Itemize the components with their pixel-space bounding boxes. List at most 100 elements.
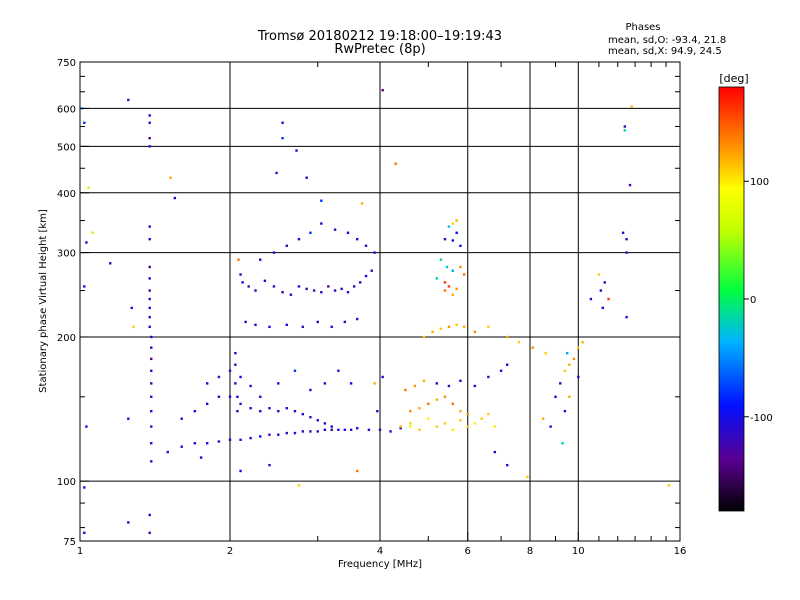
data-point	[625, 315, 628, 319]
data-point	[343, 428, 347, 432]
data-point	[85, 241, 88, 244]
data-point	[346, 231, 350, 234]
data-point	[236, 409, 239, 413]
data-point	[572, 357, 576, 361]
data-point	[249, 436, 252, 440]
data-point	[293, 431, 297, 435]
data-point	[480, 417, 483, 420]
data-point	[148, 306, 151, 310]
data-point	[376, 409, 379, 413]
data-point	[439, 258, 443, 261]
data-point	[281, 121, 284, 124]
data-point	[427, 417, 430, 420]
data-point	[487, 325, 490, 329]
data-point	[418, 428, 421, 432]
data-point	[427, 402, 430, 406]
data-point	[343, 320, 347, 324]
data-point	[435, 382, 438, 385]
data-point	[561, 442, 564, 445]
data-point	[499, 369, 503, 372]
chart-title: Tromsø 20180212 19:18:00–19:19:43	[257, 29, 502, 44]
data-point	[447, 325, 451, 329]
data-point	[394, 162, 397, 165]
x-tick-label: 4	[377, 546, 383, 557]
data-point	[431, 330, 434, 334]
data-point	[91, 231, 94, 234]
data-point	[473, 330, 477, 334]
data-point	[493, 450, 497, 454]
data-point	[289, 293, 293, 296]
data-point	[305, 287, 308, 291]
data-point	[455, 219, 458, 222]
data-point	[330, 425, 333, 428]
data-point	[577, 375, 580, 379]
data-point	[249, 407, 252, 410]
data-point	[249, 384, 252, 388]
colorbar-label: [deg]	[719, 72, 748, 85]
data-point	[565, 351, 569, 355]
data-point	[459, 409, 462, 413]
data-point	[451, 402, 455, 406]
data-point	[259, 435, 262, 438]
data-point	[263, 279, 267, 282]
data-point	[247, 285, 250, 288]
data-point	[628, 183, 632, 187]
data-point	[301, 412, 305, 416]
data-point	[451, 222, 455, 225]
y-tick-label: 400	[57, 189, 76, 200]
data-point	[360, 202, 364, 205]
colorbar	[718, 86, 745, 512]
data-point	[150, 335, 153, 339]
data-point	[355, 426, 359, 430]
data-point	[316, 419, 319, 422]
data-point	[451, 293, 455, 296]
data-point	[505, 335, 509, 339]
data-point	[277, 409, 280, 413]
data-point	[83, 531, 86, 535]
y-tick-label: 100	[57, 477, 76, 488]
data-point	[205, 382, 209, 385]
data-point	[316, 320, 319, 324]
data-point	[601, 306, 605, 310]
data-point	[87, 186, 90, 189]
data-point	[355, 469, 359, 473]
data-point	[127, 417, 130, 420]
data-point	[297, 484, 301, 487]
data-point	[239, 375, 242, 379]
data-point	[217, 375, 221, 379]
data-point	[389, 430, 392, 433]
axis-ticks: 1 2 4 6 8 10 16 75 100 200 300 400 500 600 750	[57, 58, 686, 557]
data-point	[435, 277, 438, 280]
data-point	[404, 388, 407, 392]
stats-line-x: mean, sd,X: 94.9, 24.5	[608, 46, 722, 57]
colorbar-ticks: 100 0 -100	[744, 177, 773, 424]
data-point	[173, 196, 177, 200]
data-point	[297, 237, 301, 241]
data-point	[459, 265, 462, 269]
data-point	[301, 325, 305, 329]
data-point	[130, 306, 133, 310]
data-point	[228, 395, 232, 399]
data-point	[623, 125, 627, 128]
data-point	[473, 422, 477, 425]
data-point	[268, 407, 271, 410]
data-point	[234, 382, 237, 385]
data-point	[337, 369, 340, 372]
data-point	[169, 176, 172, 179]
data-point	[443, 237, 447, 241]
data-point	[320, 222, 323, 225]
data-point	[451, 428, 455, 432]
data-point	[309, 231, 312, 234]
data-point	[150, 460, 153, 463]
data-point	[150, 346, 153, 349]
x-tick-label: 2	[227, 546, 233, 557]
data-point	[148, 121, 151, 124]
data-point	[254, 289, 257, 292]
data-point	[272, 285, 276, 288]
data-point	[259, 395, 262, 399]
data-point	[268, 433, 271, 436]
data-point	[563, 369, 567, 372]
data-point	[285, 323, 288, 327]
data-point	[630, 105, 633, 108]
data-point	[505, 363, 509, 366]
